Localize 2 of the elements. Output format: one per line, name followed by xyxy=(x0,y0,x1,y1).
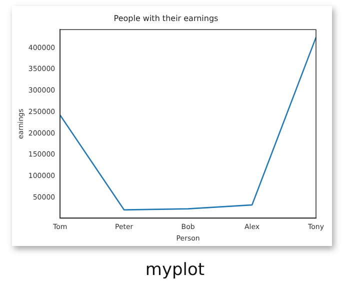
text: myplot xyxy=(144,260,206,280)
chart-title: People with their earnings xyxy=(114,14,218,23)
